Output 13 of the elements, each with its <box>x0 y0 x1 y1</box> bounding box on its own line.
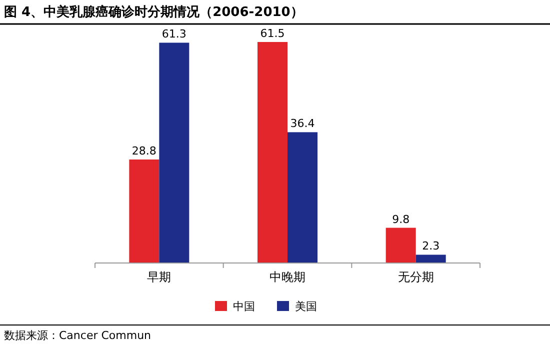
x-tick-label: 无分期 <box>398 270 434 284</box>
legend-label: 中国 <box>233 300 255 313</box>
data-label: 2.3 <box>422 240 440 253</box>
data-label: 28.8 <box>132 144 156 158</box>
x-tick-label: 早期 <box>147 270 172 284</box>
source-note: 数据来源：Cancer Commun <box>4 329 152 342</box>
data-label: 36.4 <box>290 117 315 130</box>
data-label: 9.8 <box>392 212 410 226</box>
data-label: 61.5 <box>260 27 285 40</box>
chart-title: 图 4、中美乳腺癌确诊时分期情况（2006-2010） <box>4 4 304 20</box>
legend-label: 美国 <box>295 300 317 313</box>
x-tick-label: 中晚期 <box>270 270 306 284</box>
data-label: 61.3 <box>162 28 186 41</box>
